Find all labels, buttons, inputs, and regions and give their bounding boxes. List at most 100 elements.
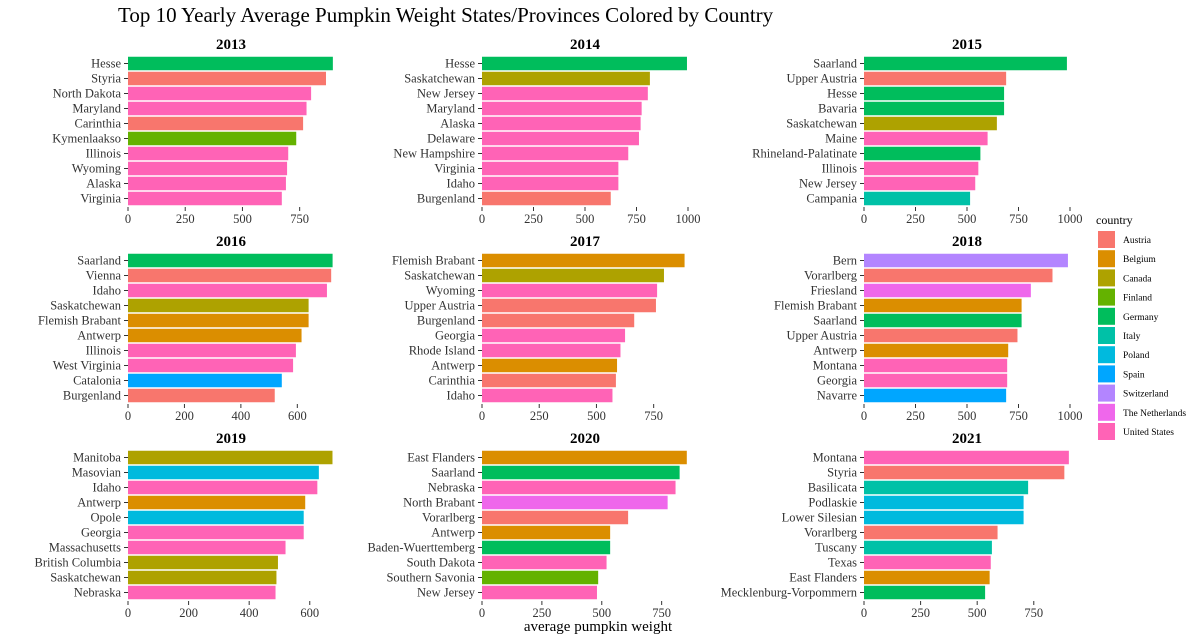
bar <box>864 465 1065 480</box>
category-label: Vorarlberg <box>422 511 476 525</box>
x-tick-label: 750 <box>290 212 309 226</box>
legend-key <box>1098 231 1115 248</box>
facet-2017: 2017 Flemish BrabantSaskatchewanWyomingUp… <box>392 234 685 423</box>
facet-title: 2021 <box>952 431 982 447</box>
legend-key <box>1098 346 1115 364</box>
facet-title: 2015 <box>952 37 982 53</box>
x-tick-label: 750 <box>1024 606 1043 620</box>
x-tick-label: 500 <box>233 212 252 226</box>
bar <box>864 555 991 570</box>
category-label: Maine <box>825 132 857 146</box>
category-label: Saskatchewan <box>50 299 122 313</box>
category-label: Basilicata <box>808 481 858 495</box>
bar <box>482 283 658 298</box>
bar <box>864 358 1008 373</box>
category-label: Virginia <box>434 162 475 176</box>
bar <box>128 283 327 298</box>
category-label: Nebraska <box>428 481 476 495</box>
category-label: Flemish Brabant <box>38 314 122 328</box>
category-label: Burgenland <box>417 192 476 206</box>
legend-key <box>1098 288 1115 306</box>
category-label: Saskatchewan <box>786 117 858 131</box>
bar <box>128 525 304 540</box>
bar <box>864 525 998 540</box>
x-tick-label: 750 <box>1009 212 1028 226</box>
category-label: Virginia <box>80 192 121 206</box>
category-label: Hesse <box>827 87 857 101</box>
category-label: Saskatchewan <box>50 571 122 585</box>
bar <box>128 116 304 131</box>
category-label: New Jersey <box>799 177 858 191</box>
bar <box>128 176 286 191</box>
category-label: Wyoming <box>426 284 476 298</box>
legend-key <box>1098 307 1115 325</box>
bar <box>864 480 1029 495</box>
bar <box>128 465 319 480</box>
facet-title: 2019 <box>216 431 246 447</box>
bar <box>482 56 687 71</box>
x-tick-label: 1000 <box>1058 409 1083 423</box>
category-label: Saarland <box>813 57 857 71</box>
category-label: Maryland <box>72 102 121 116</box>
bar <box>864 191 971 206</box>
bar <box>864 313 1022 328</box>
legend-key <box>1098 327 1115 344</box>
x-tick-label: 250 <box>533 606 552 620</box>
x-tick-label: 1000 <box>676 212 701 226</box>
bar <box>128 570 277 585</box>
x-tick-label: 500 <box>968 606 987 620</box>
bar <box>128 161 288 176</box>
legend: country Austria Belgium Canada Finland Germa… <box>1096 213 1186 440</box>
category-label: Upper Austria <box>787 329 858 343</box>
legend-label: Belgium <box>1123 255 1156 265</box>
bar <box>482 343 621 358</box>
facet-title: 2013 <box>216 37 246 53</box>
bar <box>128 131 297 146</box>
bar <box>482 86 648 101</box>
bar <box>864 116 997 131</box>
bar <box>128 313 309 328</box>
x-tick-label: 250 <box>176 212 195 226</box>
legend-key <box>1098 384 1115 402</box>
x-tick-label: 0 <box>125 212 131 226</box>
legend-label: Finland <box>1123 294 1152 304</box>
category-label: Alaska <box>440 117 475 131</box>
bar <box>482 525 611 540</box>
x-tick-label: 500 <box>576 212 595 226</box>
category-label: South Dakota <box>407 556 476 570</box>
category-label: West Virginia <box>53 359 122 373</box>
bar <box>128 555 278 570</box>
bar <box>482 465 680 480</box>
category-label: Bern <box>833 254 858 268</box>
category-label: Vienna <box>86 269 122 283</box>
bar <box>482 328 626 343</box>
bar <box>128 328 302 343</box>
category-label: Upper Austria <box>405 299 476 313</box>
category-label: Georgia <box>817 374 857 388</box>
category-label: New Jersey <box>417 87 476 101</box>
legend-key <box>1098 250 1115 268</box>
category-label: Saskatchewan <box>404 72 476 86</box>
category-label: Flemish Brabant <box>774 299 858 313</box>
bar <box>864 585 986 600</box>
x-axis-title: average pumpkin weight <box>524 619 673 635</box>
bar <box>864 343 1009 358</box>
category-label: East Flanders <box>407 451 475 465</box>
bar <box>864 268 1053 283</box>
category-label: Carinthia <box>74 117 121 131</box>
category-label: Massachusetts <box>49 541 121 555</box>
category-label: Friesland <box>810 284 857 298</box>
bar <box>128 510 304 525</box>
bar <box>128 358 294 373</box>
category-label: Styria <box>91 72 121 86</box>
legend-label: Austria <box>1123 236 1152 246</box>
bar <box>482 116 641 131</box>
category-label: Carinthia <box>428 374 475 388</box>
category-label: Opole <box>90 511 121 525</box>
x-tick-label: 0 <box>861 212 867 226</box>
x-tick-label: 0 <box>861 409 867 423</box>
bar <box>128 191 282 206</box>
bar <box>128 71 326 86</box>
